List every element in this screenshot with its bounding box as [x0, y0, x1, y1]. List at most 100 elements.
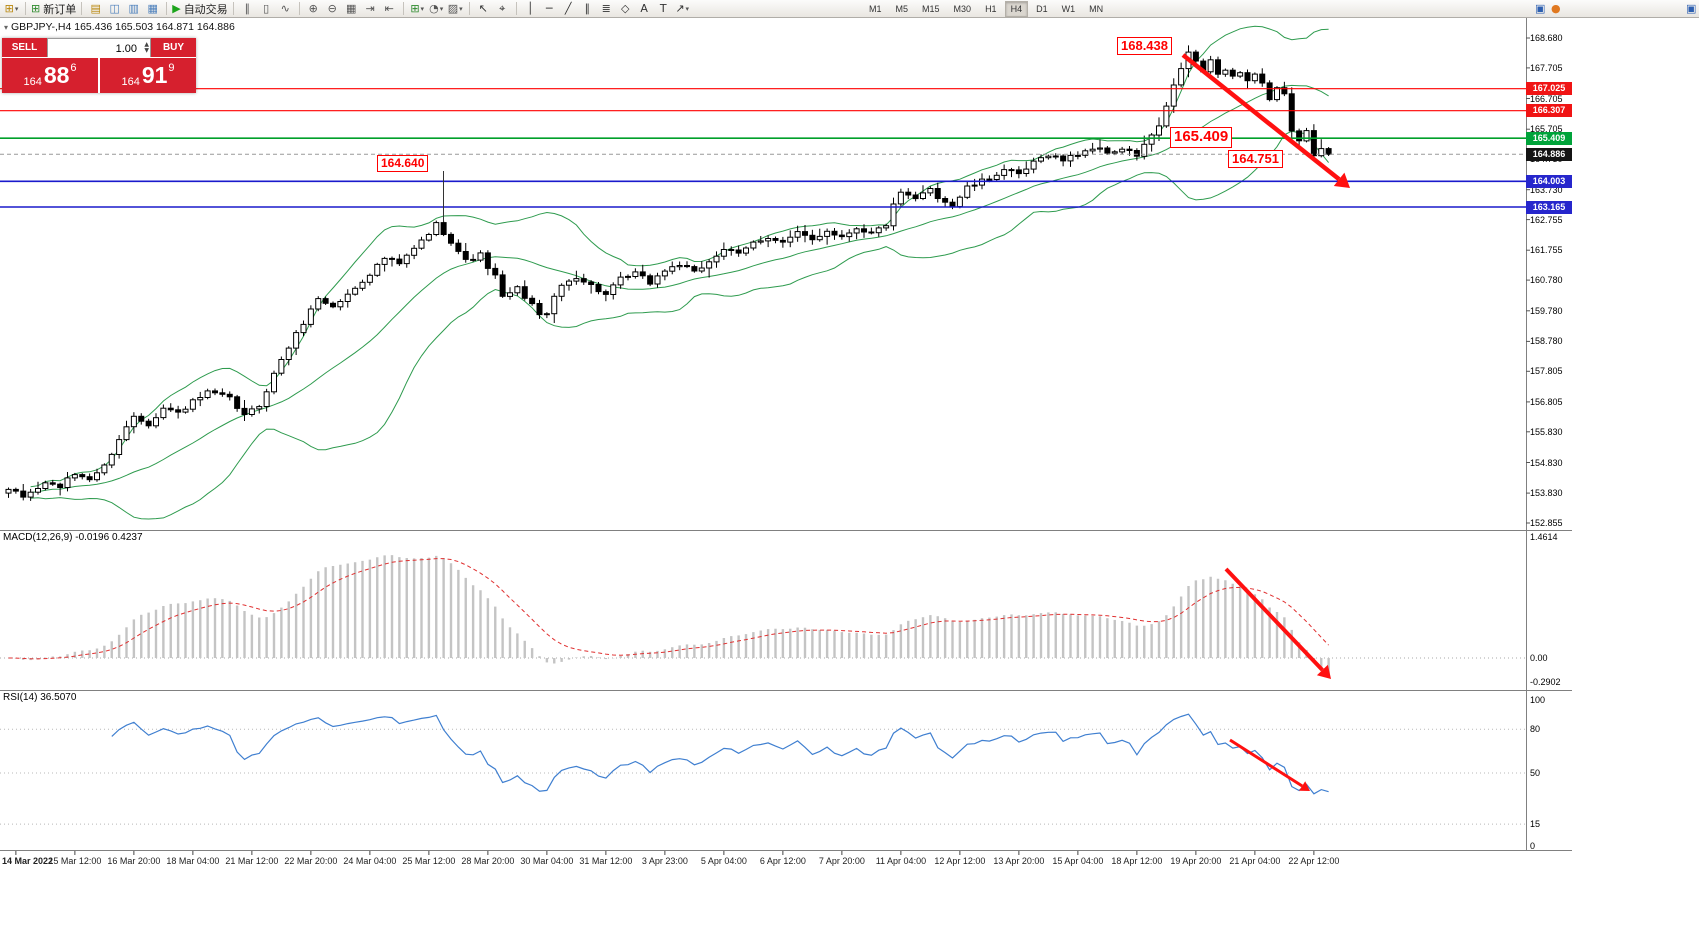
cursor-icon: ↖: [478, 2, 488, 15]
price-axis-tag: 164.886: [1526, 147, 1572, 161]
rsi-axis-label: 80: [1530, 724, 1541, 735]
metaeditor-icon[interactable]: ▣: [1535, 2, 1546, 15]
periods-icon: ◔: [429, 2, 439, 15]
price-axis-tag: 164.003: [1526, 174, 1572, 188]
sell-button[interactable]: SELL: [2, 38, 47, 57]
macd-axis-label: 1.4614: [1530, 531, 1558, 542]
buy-price-int: 164: [121, 76, 140, 88]
bollinger-bands: [30, 25, 1329, 520]
market-watch-button[interactable]: ▤: [87, 1, 104, 16]
vertical-line-button[interactable]: │: [522, 1, 539, 16]
shapes-button[interactable]: ◇: [617, 1, 634, 16]
time-axis-label: 15 Apr 04:00: [1052, 856, 1104, 866]
timeframe-m30[interactable]: M30: [953, 4, 972, 14]
rsi-axis-label: 100: [1530, 695, 1546, 705]
macd-axis-label: -0.2902: [1530, 677, 1561, 688]
sell-price[interactable]: 164 88 6: [2, 58, 98, 93]
price-axis-label: 166.705: [1530, 93, 1563, 104]
arrows-caret-icon: ▾: [685, 4, 690, 13]
timeframe-w1[interactable]: W1: [1061, 4, 1076, 14]
new-chart-button[interactable]: ⊞ ▾: [3, 1, 20, 16]
timeframe-m5[interactable]: M5: [895, 4, 909, 14]
auto-scroll-button[interactable]: ⇥: [362, 1, 379, 16]
new-order-icon: ⊞: [31, 2, 41, 15]
zoom-in-icon: ⊕: [308, 2, 318, 15]
candlestick-series: [5, 45, 1332, 501]
time-axis-label: 18 Apr 12:00: [1111, 856, 1163, 866]
price-axis-label: 161.755: [1530, 245, 1563, 256]
window-badge-icon[interactable]: ▣: [1686, 2, 1697, 15]
price-axis-tag: 166.307: [1526, 104, 1572, 118]
data-window-button[interactable]: ◫: [106, 1, 123, 16]
symbol-info: ▾ GBPJPY-,H4 165.436 165.503 164.871 164.…: [4, 21, 235, 33]
macd-indicator: [0, 555, 1526, 676]
price-axis-label: 163.730: [1530, 184, 1563, 195]
price-axis-label: 154.830: [1530, 457, 1563, 468]
terminal-button[interactable]: ▦: [144, 1, 161, 16]
buy-price[interactable]: 164 91 9: [100, 58, 196, 93]
autotrading-icon: ▶: [172, 2, 181, 15]
text-button[interactable]: A: [636, 1, 653, 16]
data-window-icon: ◫: [109, 2, 120, 15]
chart-shift-button[interactable]: ⇤: [381, 1, 398, 16]
timeframe-m1[interactable]: M1: [869, 4, 882, 14]
price-axis-label: 155.830: [1530, 426, 1563, 437]
sell-price-int: 164: [23, 76, 42, 88]
line-chart-button[interactable]: ∿: [277, 1, 294, 16]
rsi-indicator: [0, 713, 1526, 825]
new-order-button[interactable]: ⊞ 新订单: [31, 1, 76, 16]
timeframe-d1[interactable]: D1: [1036, 4, 1048, 14]
volume-decrease-button[interactable]: ▼: [144, 46, 149, 54]
buy-button[interactable]: BUY: [151, 38, 196, 57]
periods-caret-icon: ▾: [439, 4, 444, 13]
terminal-icon: ▦: [147, 2, 158, 15]
templates-button[interactable]: ▨ ▾: [447, 1, 464, 16]
candlestick-chart-button[interactable]: ▯: [258, 1, 275, 16]
indicators-button[interactable]: ⊞ ▾: [409, 1, 426, 16]
text-label-button[interactable]: T: [655, 1, 672, 16]
crosshair-button[interactable]: ⌖: [494, 1, 511, 16]
fibonacci-retracement-button[interactable]: ≣: [598, 1, 615, 16]
time-axis-label: 7 Apr 20:00: [818, 856, 865, 866]
arrows-button[interactable]: ↗ ▾: [674, 1, 691, 16]
horizontal-line-button[interactable]: ─: [541, 1, 558, 16]
toolbar-separator: [25, 2, 26, 15]
time-axis-ticks: [15, 851, 1315, 855]
autotrading-button[interactable]: ▶ 自动交易: [172, 1, 227, 16]
trendline-button[interactable]: ╱: [560, 1, 577, 16]
timeframe-h4[interactable]: H4: [1004, 1, 1029, 17]
zoom-in-button[interactable]: ⊕: [305, 1, 322, 16]
timeframe-mn[interactable]: MN: [1089, 4, 1104, 14]
zoom-out-button[interactable]: ⊖: [324, 1, 341, 16]
annotation-high-164640: 164.640: [377, 155, 429, 172]
time-axis-label: 12 Apr 12:00: [934, 856, 986, 866]
toolbar-separator: [402, 2, 404, 15]
equidistant-channel-button[interactable]: ∥: [579, 1, 596, 16]
trendline-icon: ╱: [564, 2, 572, 15]
shapes-icon: ◇: [620, 2, 630, 15]
timeframe-m15[interactable]: M15: [922, 4, 940, 14]
time-axis-label: 19 Apr 20:00: [1170, 856, 1222, 866]
periods-button[interactable]: ◔ ▾: [428, 1, 445, 16]
symbol-info-text: GBPJPY-,H4 165.436 165.503 164.871 164.8…: [11, 21, 235, 33]
time-axis-label: 30 Mar 04:00: [520, 856, 574, 866]
time-axis-label: 31 Mar 12:00: [579, 856, 633, 866]
navigator-button[interactable]: ▥: [125, 1, 142, 16]
tile-windows-button[interactable]: ▦: [343, 1, 360, 16]
horizontal-line-icon: ─: [545, 2, 553, 15]
volume-input[interactable]: [48, 40, 150, 58]
bar-chart-icon: ∥: [244, 2, 250, 15]
time-axis-label: 22 Mar 20:00: [284, 856, 338, 866]
volume-spinner: ▲ ▼: [144, 39, 149, 56]
sell-price-big: 88: [43, 62, 70, 88]
timeframe-h1[interactable]: H1: [985, 4, 997, 14]
alert-icon[interactable]: ●: [1551, 2, 1561, 15]
tile-windows-icon: ▦: [345, 2, 357, 15]
chart-shift-icon: ⇤: [384, 2, 394, 15]
cursor-button[interactable]: ↖: [475, 1, 492, 16]
price-axis-label: 157.805: [1530, 366, 1563, 377]
bar-chart-button[interactable]: ∥: [239, 1, 256, 16]
